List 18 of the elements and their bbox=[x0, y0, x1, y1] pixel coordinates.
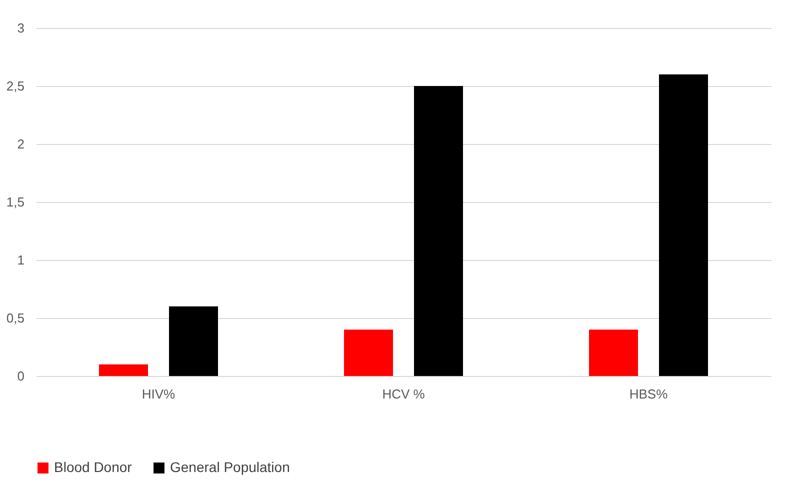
legend-label: General Population bbox=[170, 459, 290, 475]
x-tick-label: HCV % bbox=[382, 386, 426, 402]
y-tick-label: 2,5 bbox=[6, 78, 24, 94]
bar bbox=[589, 330, 638, 376]
y-tick-label: 1,5 bbox=[6, 194, 24, 210]
y-tick-label: 3 bbox=[17, 20, 24, 36]
bar bbox=[659, 74, 708, 376]
y-tick-label: 2 bbox=[17, 136, 24, 152]
bar bbox=[169, 306, 218, 376]
x-tick-label: HBS% bbox=[629, 386, 668, 402]
y-tick-label: 0 bbox=[17, 368, 24, 384]
legend-label: Blood Donor bbox=[54, 459, 132, 475]
y-tick-label: 1 bbox=[17, 252, 24, 268]
x-tick-label: HIV% bbox=[142, 386, 176, 402]
bar bbox=[99, 364, 148, 376]
bar bbox=[344, 330, 393, 376]
y-tick-label: 0,5 bbox=[6, 310, 24, 326]
bar bbox=[414, 86, 463, 376]
